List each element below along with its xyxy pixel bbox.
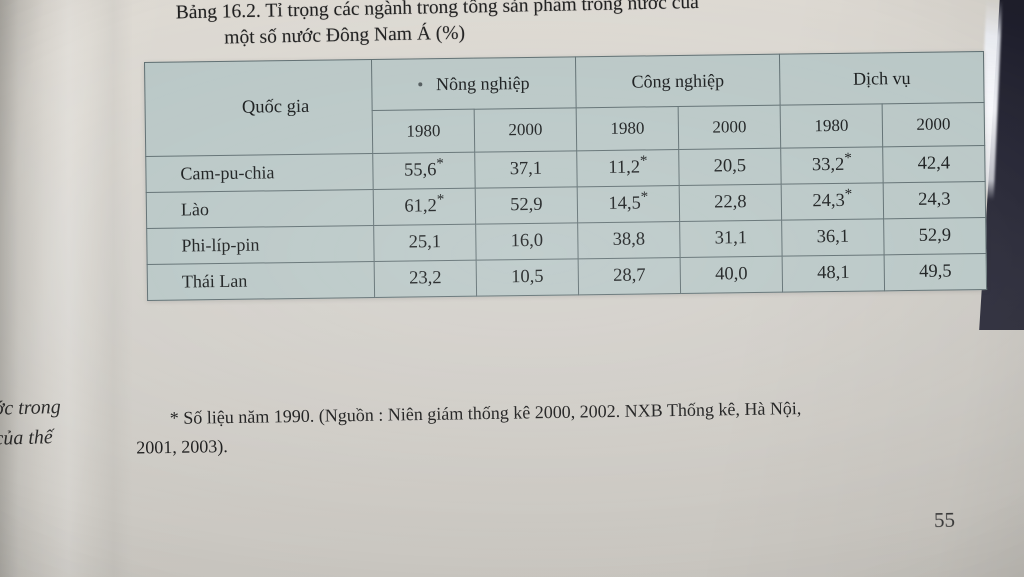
margin-text-line-2: của thế (0, 426, 54, 450)
cell-phi-lip-pin-cn-1980: 38,8 (577, 221, 681, 259)
cell-phi-lip-pin-dv-2000: 52,9 (883, 217, 987, 255)
cell-cam-pu-chia-cn-1980: 11,2* (576, 149, 680, 187)
cell-lao-nn-1980: 61,2* (373, 188, 476, 226)
header-year-dv-1980: 1980 (780, 103, 883, 149)
cell-lao-dv-1980: 24,3* (781, 182, 884, 221)
cell-lao-dv-2000: 24,3 (883, 181, 986, 219)
cell-thai-lan-nn-2000: 10,5 (476, 258, 579, 297)
cell-cam-pu-chia-cn-2000: 20,5 (678, 148, 782, 186)
cell-thai-lan-cn-2000: 40,0 (680, 256, 783, 294)
header-year-dv-2000: 2000 (882, 102, 985, 147)
header-group-nong-nghiep: Nông nghiệp (371, 56, 577, 111)
header-year-nn-2000: 2000 (474, 107, 577, 153)
cell-thai-lan-nn-1980: 23,2 (374, 260, 477, 298)
margin-bleed-text: ớc trong của thế (0, 390, 123, 454)
row-label-cam-pu-chia: Cam-pu-chia (145, 153, 374, 193)
cell-lao-cn-1980: 14,5* (577, 185, 680, 223)
header-group-cong-nghiep: Công nghiệp (575, 54, 781, 108)
cell-cam-pu-chia-nn-2000: 37,1 (474, 150, 578, 189)
data-table-container: Quốc gia Nông nghiệp Công nghiệp Dịch vụ… (144, 51, 988, 301)
cell-cam-pu-chia-dv-2000: 42,4 (882, 145, 986, 183)
row-label-thai-lan: Thái Lan (147, 261, 375, 301)
cell-thai-lan-cn-1980: 28,7 (578, 257, 681, 295)
table-head: Quốc gia Nông nghiệp Công nghiệp Dịch vụ… (144, 51, 985, 157)
row-label-lao: Lào (146, 189, 374, 229)
margin-text-line-1: ớc trong (0, 395, 62, 420)
cell-lao-cn-2000: 22,8 (679, 184, 782, 222)
row-label-phi-lip-pin: Phi-líp-pin (146, 225, 375, 265)
cell-thai-lan-dv-1980: 48,1 (782, 254, 885, 293)
page-number: 55 (933, 507, 956, 533)
header-year-cn-1980: 1980 (576, 106, 679, 151)
header-group-dich-vu: Dịch vụ (779, 51, 985, 106)
cell-cam-pu-chia-nn-1980: 55,6* (372, 152, 476, 190)
cell-cam-pu-chia-dv-1980: 33,2* (780, 146, 884, 185)
statistics-table: Quốc gia Nông nghiệp Công nghiệp Dịch vụ… (144, 51, 988, 301)
header-quoc-gia: Quốc gia (144, 59, 373, 157)
cell-phi-lip-pin-nn-2000: 16,0 (475, 222, 579, 261)
header-group-nong-nghiep-label: Nông nghiệp (435, 72, 530, 94)
cell-thai-lan-dv-2000: 49,5 (884, 253, 987, 291)
header-year-nn-1980: 1980 (372, 109, 475, 154)
cell-phi-lip-pin-nn-1980: 25,1 (373, 224, 477, 262)
cell-lao-nn-2000: 52,9 (475, 186, 578, 225)
table-body: Cam-pu-chia 55,6* 37,1 11,2* 20,5 33,2* … (145, 145, 987, 301)
speck-artifact-icon (418, 82, 423, 87)
cell-phi-lip-pin-cn-2000: 31,1 (679, 220, 783, 258)
header-year-cn-2000: 2000 (678, 105, 781, 150)
cell-phi-lip-pin-dv-1980: 36,1 (781, 218, 885, 257)
